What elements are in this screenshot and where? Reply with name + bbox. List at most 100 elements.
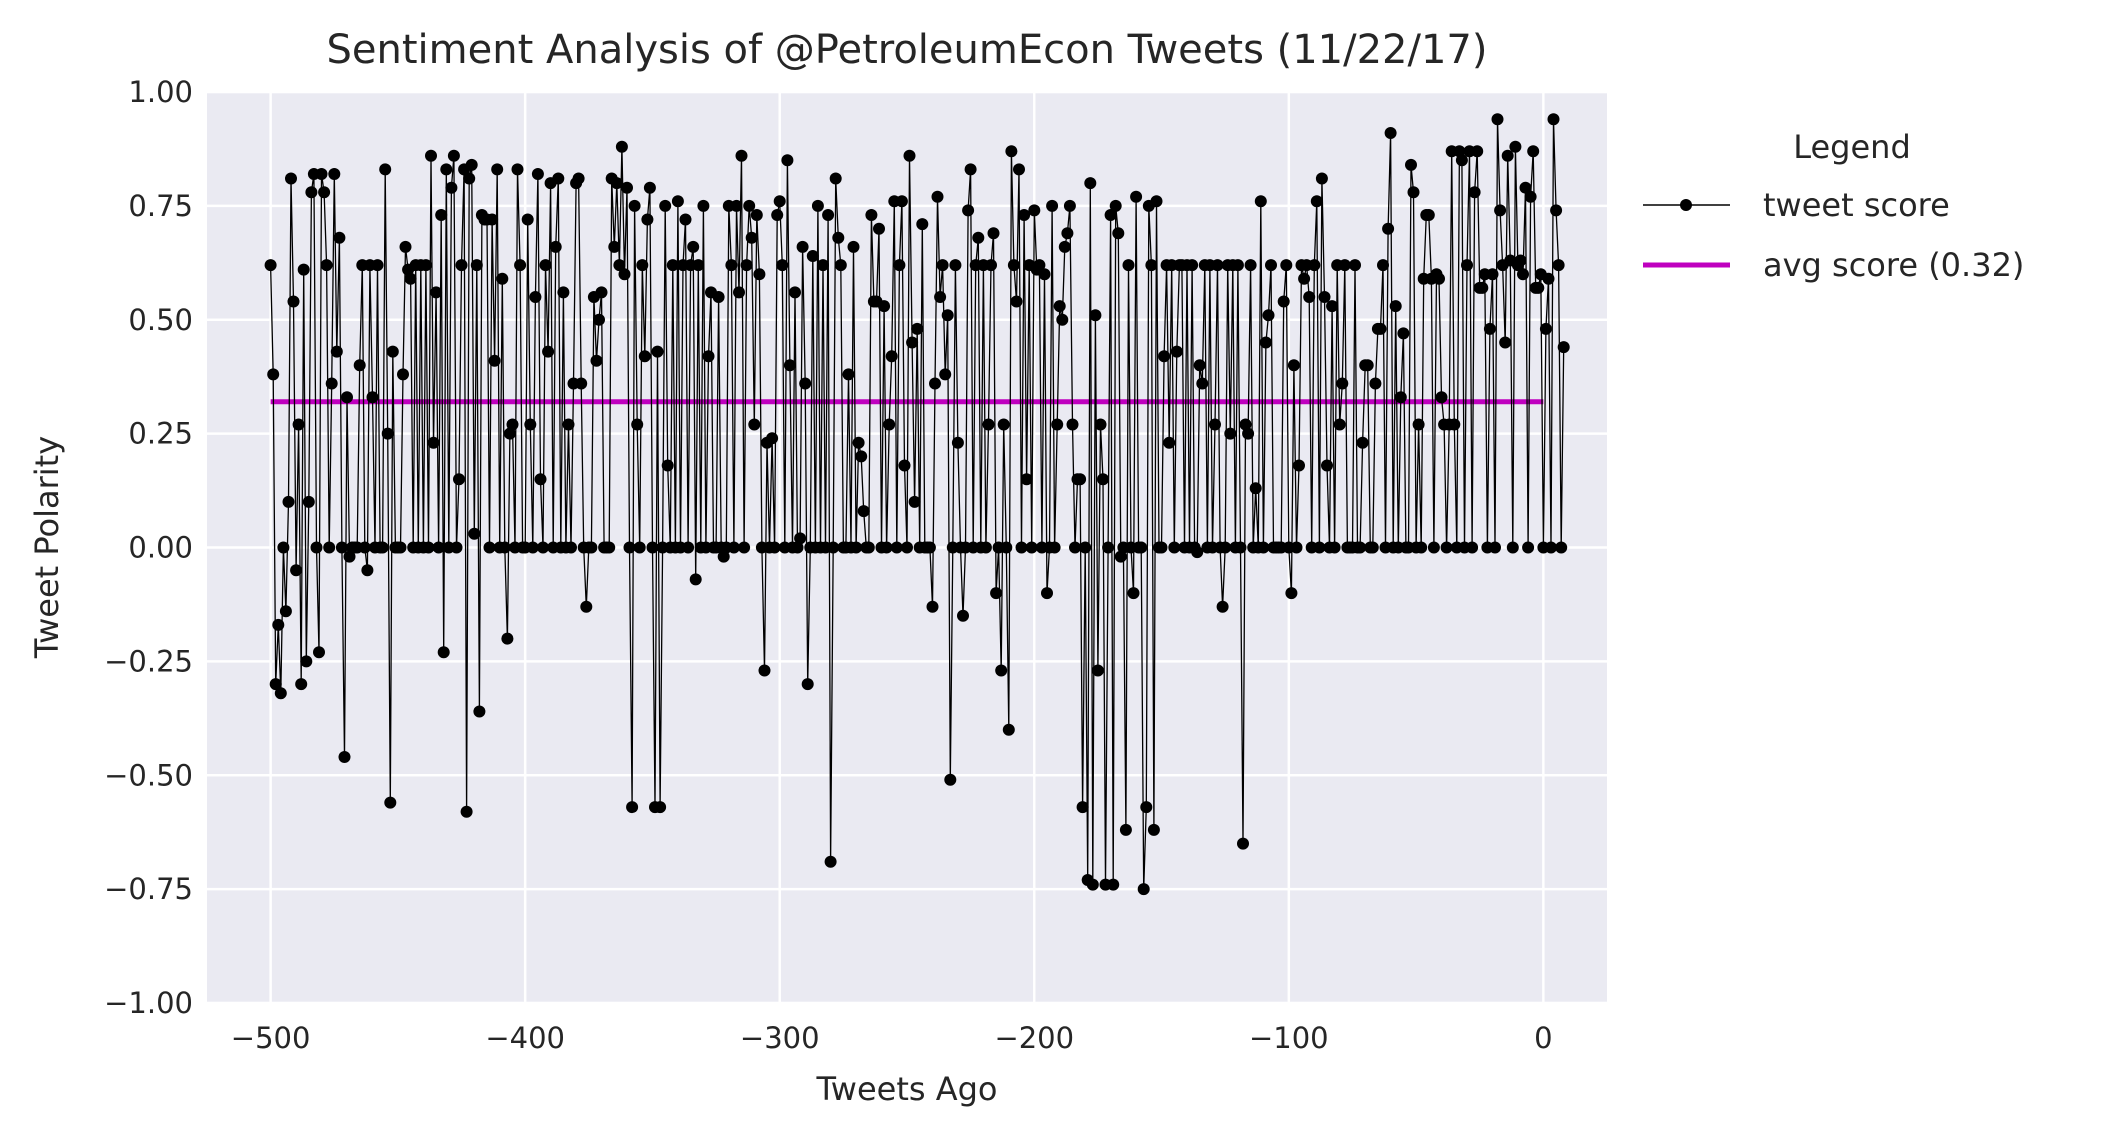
x-tick-label: −300 [740,1021,820,1055]
tweet-score-point [1216,600,1229,613]
tweet-score-point [623,541,636,554]
tweet-score-point [628,199,641,212]
tweet-score-point [911,322,924,335]
tweet-score-point [1074,473,1087,486]
tweet-score-point [562,418,575,431]
tweet-score-point [430,286,443,299]
tweet-score-point [1058,240,1071,253]
y-tick-label: −0.75 [104,872,193,906]
tweet-score-point [521,213,534,226]
tweet-score-point [1259,336,1272,349]
tweet-score-point [1244,259,1257,272]
tweet-score-point [1494,204,1507,217]
tweet-score-point [857,505,870,518]
tweet-score-point [1000,541,1013,554]
tweet-score-point [1237,837,1249,850]
tweet-score-point [621,181,633,194]
tweet-score-point [305,186,318,199]
tweet-score-point [842,368,855,381]
tweet-score-point [384,796,397,809]
tweet-score-point [1389,300,1402,313]
tweet-score-point [1079,541,1092,554]
tweet-score-point [659,199,672,212]
tweet-score-point [526,541,539,554]
tweet-score-point [1550,204,1563,217]
tweet-score-point [603,541,616,554]
tweet-score-point [781,154,794,167]
tweet-score-point [501,632,514,645]
tweet-score-point [643,181,656,194]
tweet-score-point [717,550,730,563]
tweet-score-point [1254,195,1267,208]
tweet-score-point [618,268,631,281]
tweet-score-point [766,432,779,445]
tweet-score-point [811,199,824,212]
tweet-score-point [832,231,845,244]
tweet-score-point [824,855,837,868]
tweet-score-point [1170,345,1183,358]
tweet-score-point [1433,272,1445,285]
tweet-score-point [366,391,379,404]
tweet-score-point [498,541,511,554]
tweet-score-point [361,564,374,577]
y-tick-label: −0.50 [104,758,193,792]
tweet-score-point [491,163,504,176]
tweet-score-point [631,418,644,431]
tweet-score-point [936,259,949,272]
tweet-score-point [791,541,804,554]
tweet-score-point [822,209,835,221]
tweet-score-point [1122,259,1135,272]
tweet-score-point [1471,145,1484,158]
tweet-score-point [1186,259,1199,272]
tweet-score-point [595,286,608,299]
tweet-score-point [727,541,740,554]
tweet-score-point [511,163,524,176]
tweet-score-point [847,240,860,253]
y-tick-label: 0.25 [128,417,193,451]
x-tick-label: −100 [1249,1021,1329,1055]
tweet-score-point [572,172,585,185]
tweet-score-point [1506,541,1519,554]
tweet-score-point [1527,145,1540,158]
tweet-score-point [773,195,786,208]
tweet-score-point [1219,541,1232,554]
tweet-score-point [702,350,715,363]
chart-title: Sentiment Analysis of @PetroleumEcon Twe… [327,27,1488,73]
tweet-score-point [1287,359,1300,372]
tweet-score-point [1089,309,1102,322]
tweet-score-point [1427,541,1440,554]
tweet-score-point [692,259,705,272]
tweet-score-point [638,350,651,363]
tweet-score-point [1501,149,1514,162]
tweet-score-point [1555,541,1568,554]
tweet-score-point [473,705,486,718]
tweet-score-point [465,158,478,171]
tweet-score-point [753,268,766,281]
tweet-score-point [1415,541,1428,554]
tweet-score-point [926,600,939,613]
tweet-score-point [1547,113,1560,126]
tweet-score-point [1013,163,1025,176]
tweet-score-point [1293,459,1305,472]
tweet-score-point [290,564,303,577]
y-tick-label: −0.25 [104,644,193,678]
tweet-score-point [1084,177,1097,190]
tweet-score-point [1532,281,1545,294]
tweet-score-point [689,573,702,586]
tweet-score-point [745,231,758,244]
tweet-score-point [483,541,496,554]
tweet-score-point [1086,878,1099,891]
legend-title: Legend [1793,128,1911,166]
tweet-score-point [740,259,753,272]
tweet-score-point [1519,181,1532,194]
tweet-score-point [358,541,371,554]
tweet-score-point [1539,322,1552,335]
tweet-score-point [1168,541,1181,554]
tweet-score-point [325,377,338,390]
x-tick-label: −200 [994,1021,1074,1055]
x-tick-label: −500 [231,1021,311,1055]
tweet-score-point [552,172,565,185]
tweet-score-point [862,541,875,554]
tweet-score-point [687,240,700,253]
tweet-score-point [335,541,348,554]
